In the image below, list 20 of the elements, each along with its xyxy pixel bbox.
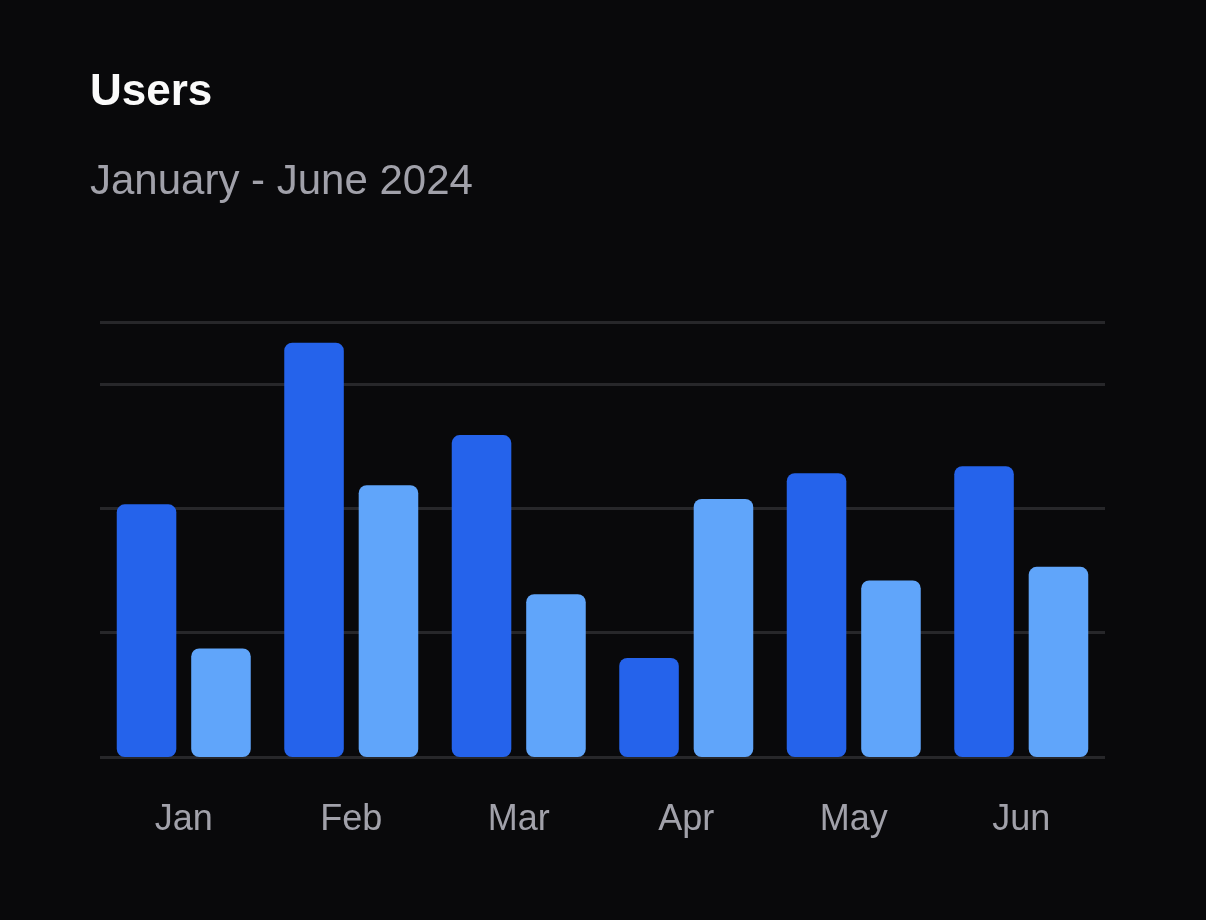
x-tick-label: Jan (154, 796, 213, 838)
bar (954, 466, 1014, 757)
bar (191, 648, 251, 757)
bar (116, 504, 177, 757)
bar (693, 498, 754, 757)
bar (284, 342, 344, 757)
bar (358, 485, 419, 757)
bar (619, 657, 679, 757)
x-tick-label: Jun (992, 796, 1051, 838)
bar (786, 473, 847, 757)
x-tick-label: Apr (658, 796, 715, 838)
bar (451, 435, 512, 757)
bar (1028, 566, 1089, 757)
chart-subtitle: January - June 2024 (90, 155, 473, 203)
x-tick-label: Feb (320, 796, 383, 838)
x-tick-label: Mar (487, 796, 550, 838)
x-tick-label: May (819, 796, 888, 838)
bar (861, 580, 921, 757)
chart-title: Users (90, 64, 213, 114)
bar (526, 594, 586, 757)
